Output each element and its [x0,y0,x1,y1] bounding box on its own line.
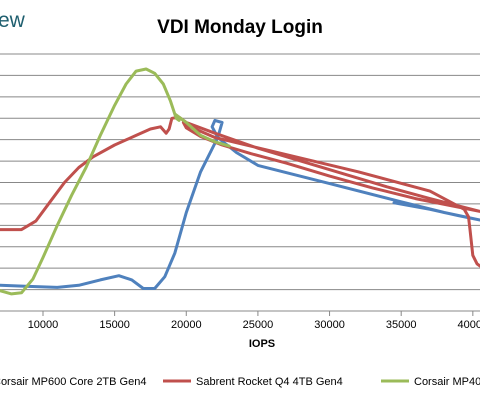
gridlines [0,53,480,291]
x-axis-label: IOPS [249,338,275,350]
chart-title: VDI Monday Login [157,17,323,38]
x-tick-label-1: 15000 [99,319,130,331]
series-line-0 [0,118,480,290]
series-lines [0,67,480,296]
x-tick-label-0: 10000 [28,319,59,331]
x-axis-ticks: 10000 15000 20000 25000 30000 35000 40000 [0,310,480,331]
legend-label-1: Sabrent Rocket Q4 4TB Gen4 [196,376,343,388]
x-tick-label-5: 35000 [386,319,417,331]
x-tick-label-4: 30000 [314,319,345,331]
legend-label-0: Corsair MP600 Core 2TB Gen4 [0,376,146,388]
legend-label-2: Corsair MP40 [414,376,480,388]
legend: Corsair MP600 Core 2TB Gen4 Sabrent Rocke… [0,376,480,388]
x-tick-label-6: 40000 [458,319,480,331]
brand-logo-text: ew [0,9,26,32]
series-line-2 [0,67,231,296]
x-tick-label-2: 20000 [171,319,202,331]
series-line-1 [0,115,480,268]
x-tick-label-3: 25000 [243,319,274,331]
